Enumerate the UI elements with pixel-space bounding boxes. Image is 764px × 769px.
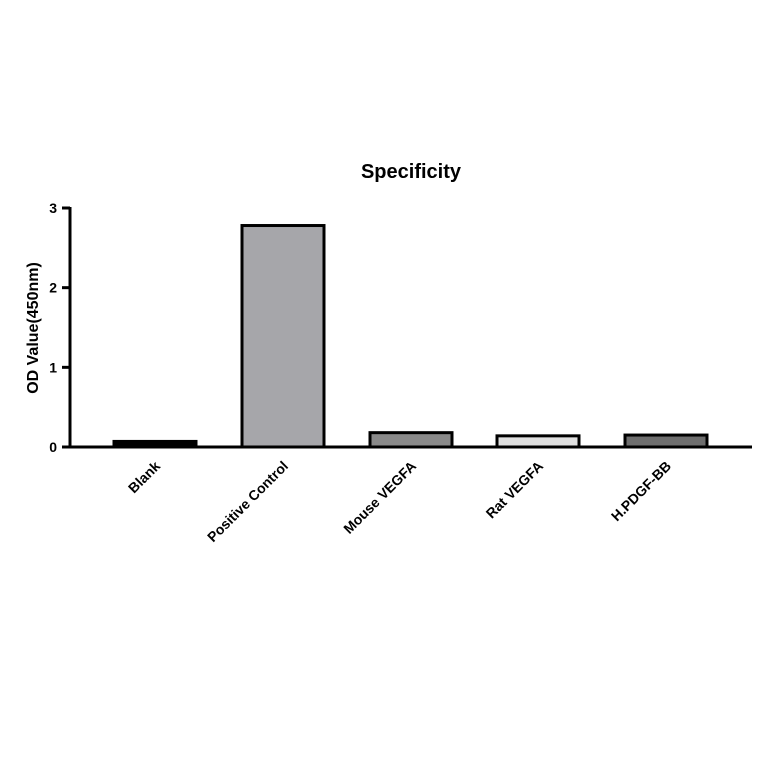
y-tick-label: 3 xyxy=(49,200,57,216)
axes-group xyxy=(68,207,752,449)
x-category-label: Positive Control xyxy=(204,458,291,545)
x-category-label: Blank xyxy=(125,458,163,496)
y-tick-label: 2 xyxy=(49,280,57,296)
y-tick-label: 0 xyxy=(49,439,57,455)
x-labels-group: Blank Positive Control Mouse VEGFA Rat VEGF… xyxy=(125,458,674,545)
bar-mouse-vegfa xyxy=(368,431,454,449)
bar-h-pdgf-bb xyxy=(623,433,709,449)
bar-positive-control xyxy=(240,224,326,449)
chart-title: Specificity xyxy=(361,161,462,183)
y-ticks-group: 0 1 2 3 xyxy=(49,200,70,455)
y-axis-label: OD Value(450nm) xyxy=(25,262,42,394)
bars-group xyxy=(112,224,709,449)
y-tick-label: 1 xyxy=(49,359,57,375)
x-category-label: Rat VEGFA xyxy=(483,458,547,522)
bar-rat-vegfa xyxy=(495,434,581,449)
x-category-label: Mouse VEGFA xyxy=(340,458,419,537)
x-category-label: H.PDGF-BB xyxy=(608,458,674,524)
